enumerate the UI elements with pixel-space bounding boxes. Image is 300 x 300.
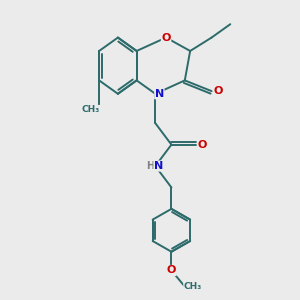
Text: N: N [154,161,163,171]
Text: O: O [197,140,207,150]
Text: CH₃: CH₃ [82,105,100,114]
Text: O: O [161,33,171,43]
Text: H: H [146,161,154,171]
Text: O: O [214,86,223,96]
Text: CH₃: CH₃ [184,282,202,291]
Text: O: O [167,266,176,275]
Text: N: N [155,89,164,99]
